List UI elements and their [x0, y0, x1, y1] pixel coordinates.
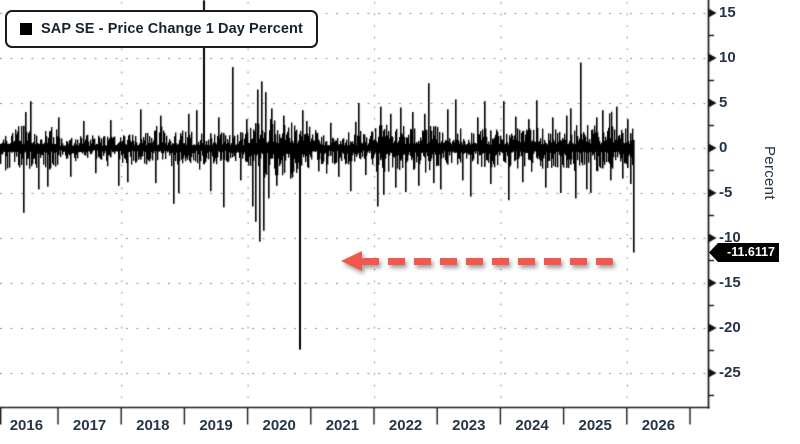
- legend-box[interactable]: SAP SE - Price Change 1 Day Percent: [5, 10, 318, 48]
- series-label: SAP SE - Price Change 1 Day Percent: [41, 21, 303, 37]
- arrow-dashed-shaft: [362, 257, 613, 265]
- last-price-tag: -11.6117: [709, 243, 779, 262]
- x-tick-label-2019: 2019: [199, 417, 233, 434]
- y-tick-label-5: 5: [719, 94, 728, 111]
- y-tick-label--10: -10: [719, 229, 741, 246]
- arrow-head-icon: [341, 251, 362, 271]
- x-tick-label-2025: 2025: [578, 417, 612, 434]
- x-tick-label-2023: 2023: [452, 417, 486, 434]
- y-tick-label-0: 0: [719, 139, 728, 156]
- series-square-marker-icon: [20, 23, 32, 35]
- x-tick-label-2026: 2026: [641, 417, 676, 434]
- y-tick-label-15: 15: [719, 4, 736, 21]
- x-tick-label-2016: 2016: [9, 417, 44, 434]
- x-tick-label-2021: 2021: [325, 417, 360, 434]
- y-tick-label--5: -5: [719, 184, 733, 201]
- x-tick-label-2022: 2022: [388, 417, 423, 434]
- x-tick-label-2017: 2017: [72, 417, 107, 434]
- annotation-arrow: [341, 249, 615, 273]
- y-axis-title: Percent: [761, 146, 778, 200]
- y-tick-label--20: -20: [719, 319, 741, 336]
- y-tick-label-10: 10: [719, 49, 736, 66]
- x-tick-label-2024: 2024: [515, 417, 549, 434]
- y-tick-label--25: -25: [719, 364, 741, 381]
- y-tick-label--15: -15: [719, 274, 741, 291]
- x-tick-label-2018: 2018: [136, 417, 170, 434]
- x-tick-label-2020: 2020: [262, 417, 296, 434]
